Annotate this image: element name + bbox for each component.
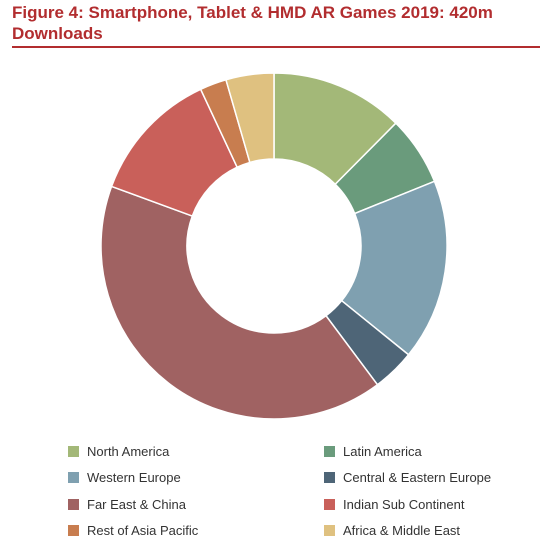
legend-swatch (324, 524, 335, 536)
legend-swatch (68, 445, 79, 457)
legend-item-rest-of-asia-pacific: Rest of Asia Pacific (68, 522, 198, 538)
title-underline (12, 46, 540, 48)
legend-item-far-east-china: Far East & China (68, 496, 186, 512)
legend-item-central-eastern-europe: Central & Eastern Europe (324, 469, 491, 485)
legend-swatch (324, 498, 335, 510)
legend-item-north-america: North America (68, 443, 169, 459)
legend-swatch (68, 524, 79, 536)
legend-label: Latin America (343, 443, 422, 459)
legend-item-africa-middle-east: Africa & Middle East (324, 522, 460, 538)
legend-label: Western Europe (87, 469, 181, 485)
legend-label: Indian Sub Continent (343, 496, 465, 512)
legend-item-indian-sub-continent: Indian Sub Continent (324, 496, 464, 512)
legend-label: Rest of Asia Pacific (87, 522, 199, 538)
legend-swatch (324, 471, 335, 483)
slice-africa-middle-east (225, 72, 275, 164)
legend-swatch (68, 471, 79, 483)
slice-western-europe (340, 180, 448, 356)
legend-item-western-europe: Western Europe (68, 469, 181, 485)
legend-label: Central & Eastern Europe (343, 469, 492, 485)
legend-label: Africa & Middle East (343, 522, 461, 538)
legend-label: Far East & China (87, 496, 186, 512)
chart-title: Figure 4: Smartphone, Tablet & HMD AR Ga… (12, 3, 493, 43)
legend-label: North America (87, 443, 170, 459)
slice-far-east-china (100, 185, 379, 420)
legend-swatch (68, 498, 79, 510)
legend-item-latin-america: Latin America (324, 443, 422, 459)
legend-swatch (324, 445, 335, 457)
